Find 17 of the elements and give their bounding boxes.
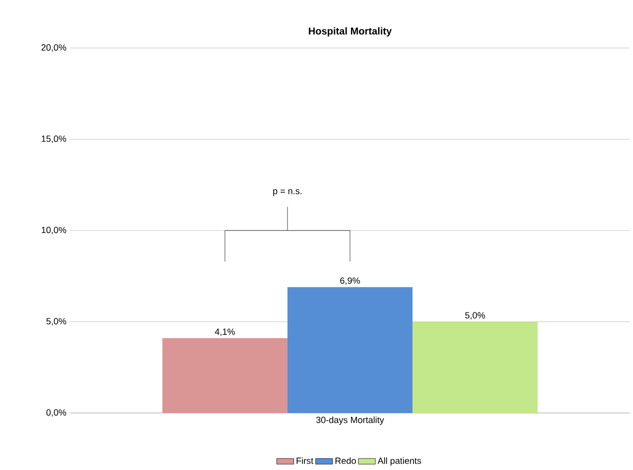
y-tick-label: 0,0% [46, 409, 66, 417]
y-tick-label: 5,0% [46, 318, 66, 326]
x-tick-label: 30-days Mortality [316, 416, 384, 425]
data-label: 6,9% [340, 277, 360, 285]
legend-label: First [296, 457, 314, 464]
bar [412, 322, 538, 413]
y-tick-label: 10,0% [42, 226, 66, 234]
data-label: 5,0% [465, 312, 485, 320]
legend-label: All patients [378, 457, 422, 466]
bar [287, 287, 413, 413]
y-tick-label: 20,0% [42, 44, 66, 52]
chart-title: Hospital Mortality [308, 27, 392, 36]
bar [162, 338, 288, 413]
annotation: p = n.s. [273, 189, 302, 196]
legend-label: Redo [336, 457, 356, 464]
data-label: 4,1% [214, 328, 235, 336]
y-tick-label: 15,0% [42, 136, 66, 143]
